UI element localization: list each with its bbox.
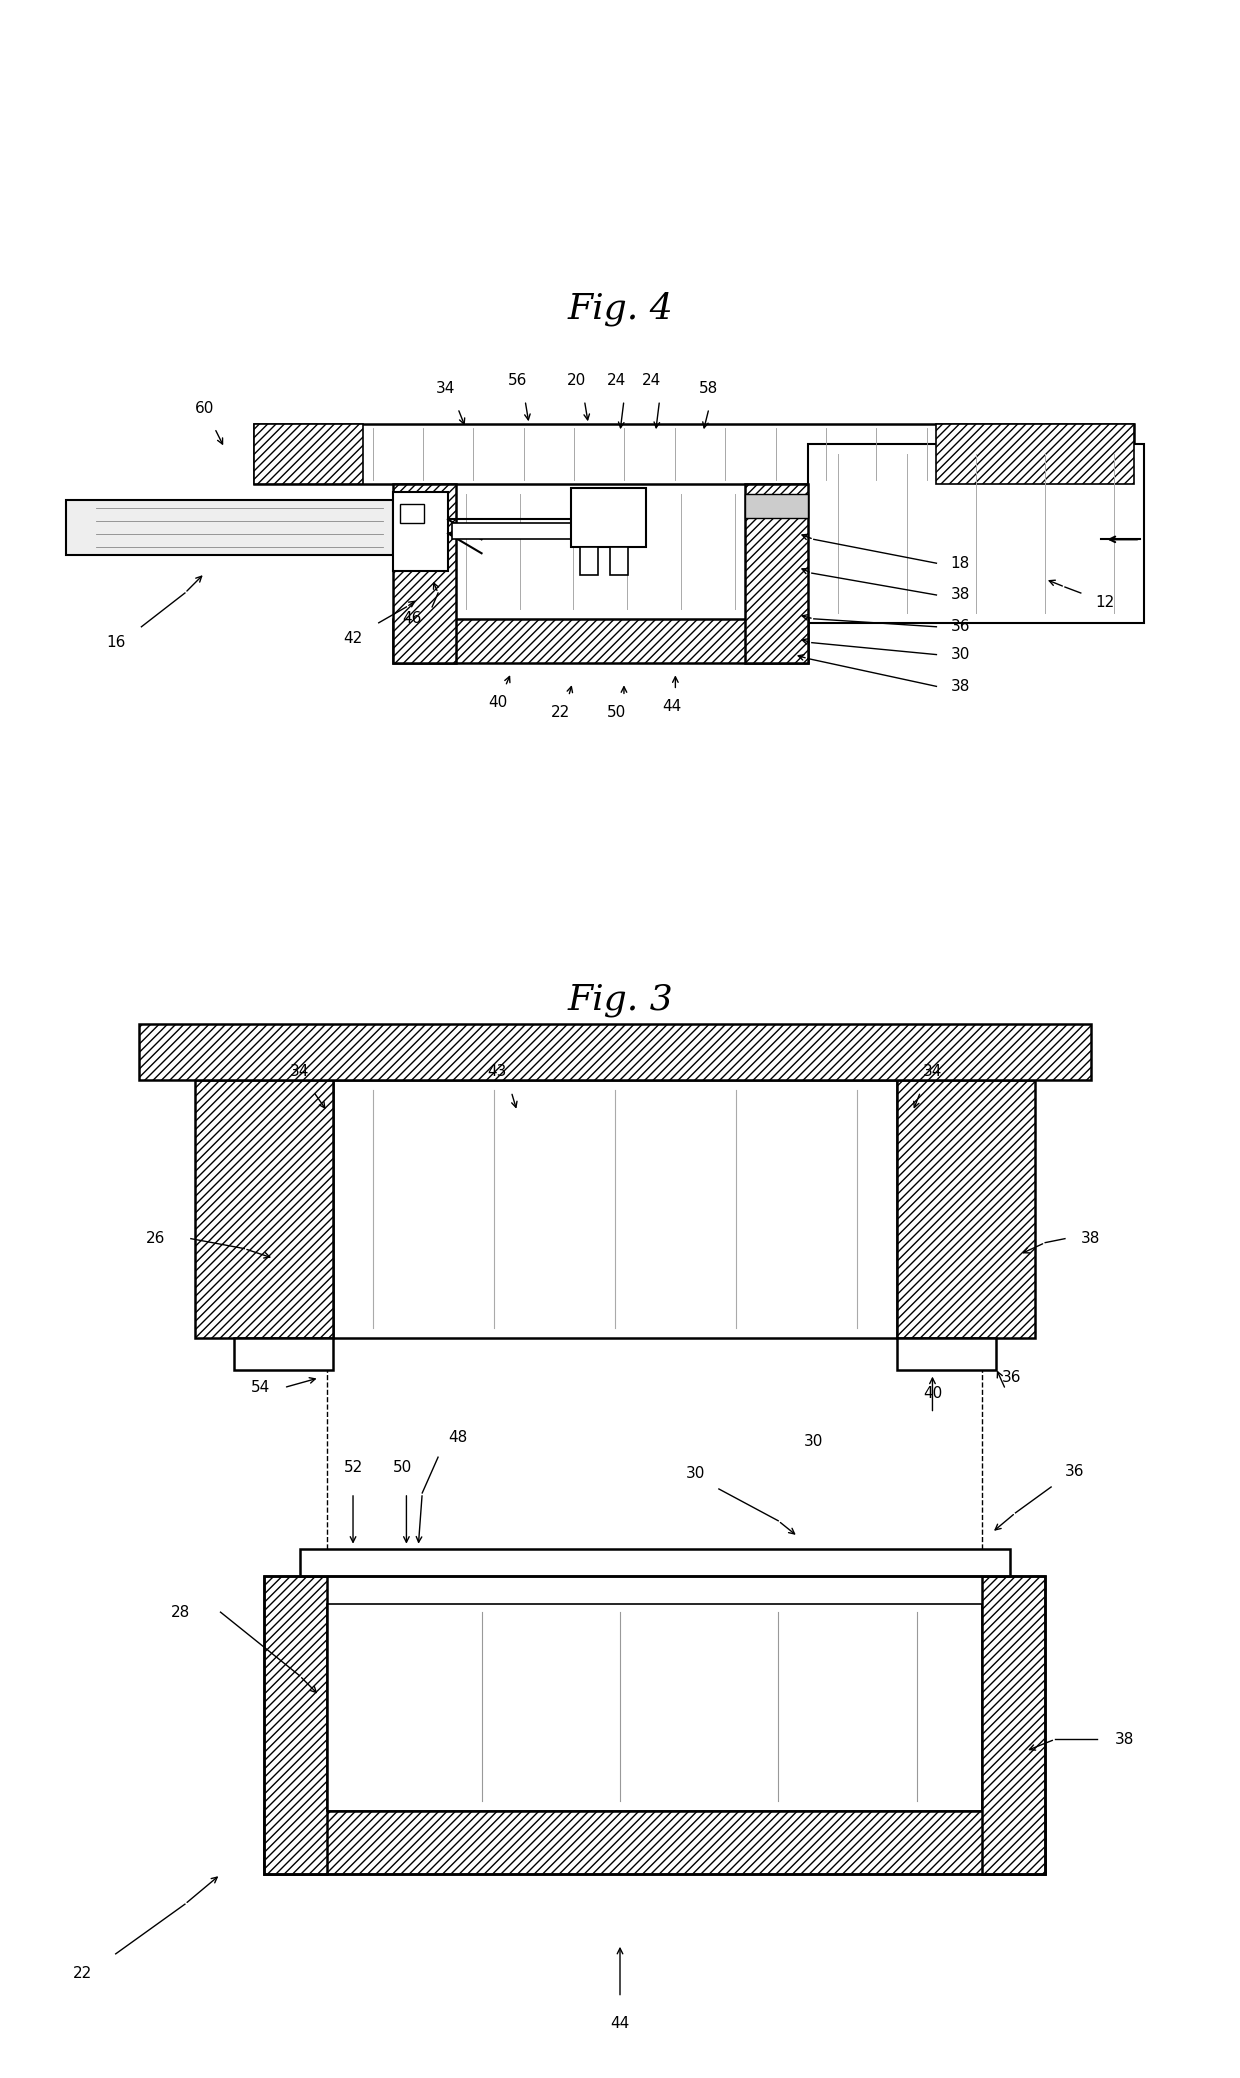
Bar (264, 1577, 1045, 1874)
Bar (808, 445, 1145, 623)
Text: 40: 40 (487, 694, 507, 711)
Text: 54: 54 (250, 1380, 270, 1394)
Text: 38: 38 (950, 588, 970, 603)
Text: 12: 12 (1095, 596, 1114, 611)
Bar (393, 492, 448, 571)
Text: 38: 38 (1081, 1230, 1100, 1247)
Bar (264, 1577, 327, 1874)
Text: 58: 58 (699, 380, 719, 397)
Bar (334, 1081, 897, 1338)
Bar (300, 1548, 1009, 1577)
Text: 48: 48 (448, 1430, 467, 1444)
Bar (570, 488, 646, 547)
Text: Fig. 3: Fig. 3 (567, 983, 673, 1018)
Bar (897, 1338, 996, 1369)
Bar (393, 619, 808, 663)
Bar (195, 1081, 334, 1338)
Text: 42: 42 (343, 632, 362, 646)
Text: 52: 52 (343, 1459, 362, 1475)
Text: 44: 44 (662, 698, 681, 713)
Text: 20: 20 (567, 372, 587, 389)
Text: 60: 60 (195, 401, 215, 416)
Text: Fig. 4: Fig. 4 (567, 291, 673, 326)
Text: 30: 30 (950, 646, 970, 663)
Bar (139, 1024, 1091, 1081)
Text: 36: 36 (1002, 1369, 1022, 1386)
Text: 40: 40 (923, 1386, 942, 1401)
Text: 36: 36 (1065, 1463, 1085, 1480)
Bar (580, 547, 598, 576)
Bar (936, 424, 1135, 484)
Text: 34: 34 (290, 1064, 309, 1078)
Bar (327, 1604, 982, 1810)
Text: 22: 22 (72, 1966, 92, 1980)
Bar (393, 484, 456, 663)
Text: 43: 43 (487, 1064, 507, 1078)
Bar (744, 495, 808, 517)
Bar (234, 1338, 334, 1369)
Text: 36: 36 (950, 619, 970, 634)
Bar (254, 424, 363, 484)
Text: 46: 46 (403, 611, 422, 625)
Bar (401, 503, 424, 524)
Text: 50: 50 (393, 1459, 412, 1475)
Text: 16: 16 (107, 636, 125, 650)
Text: 34: 34 (436, 380, 455, 397)
Text: 44: 44 (610, 2016, 630, 2030)
Bar (327, 1577, 982, 1810)
Text: 30: 30 (804, 1434, 823, 1448)
Text: 30: 30 (686, 1465, 704, 1482)
Text: 56: 56 (507, 372, 527, 389)
Bar (264, 1810, 1045, 1874)
Text: 38: 38 (1115, 1731, 1133, 1748)
Text: 50: 50 (606, 704, 626, 719)
Bar (744, 484, 808, 663)
Bar (610, 547, 627, 576)
Bar (66, 499, 393, 555)
Text: 24: 24 (606, 372, 626, 389)
Bar (897, 1081, 1035, 1338)
Bar (982, 1577, 1045, 1874)
Text: 22: 22 (551, 704, 570, 719)
Text: 24: 24 (642, 372, 661, 389)
Bar (254, 424, 1135, 484)
Text: 18: 18 (951, 555, 970, 571)
Text: 28: 28 (171, 1604, 191, 1619)
Bar (451, 524, 610, 540)
Text: 38: 38 (950, 680, 970, 694)
Text: 34: 34 (923, 1064, 942, 1078)
Text: 26: 26 (145, 1230, 165, 1247)
